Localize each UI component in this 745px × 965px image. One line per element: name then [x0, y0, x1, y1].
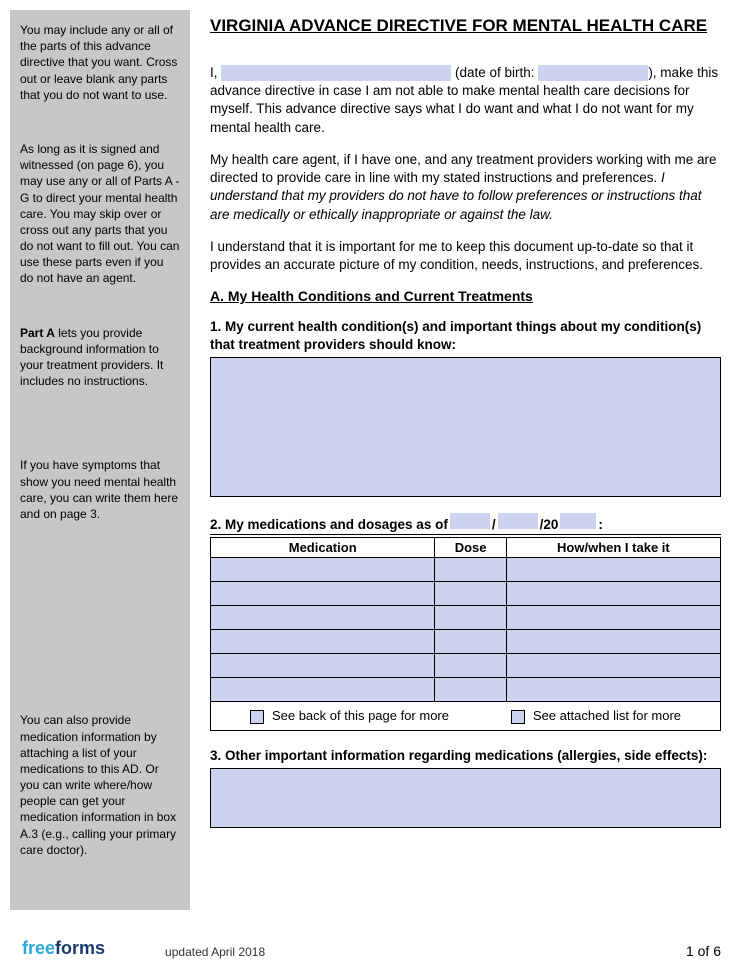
question-1: 1. My current health condition(s) and im…	[210, 318, 721, 353]
intro-para-3: I understand that it is important for me…	[210, 238, 721, 274]
section-a-heading: A. My Health Conditions and Current Trea…	[210, 288, 721, 304]
page-number: 1 of 6	[686, 943, 721, 959]
table-row	[211, 630, 721, 654]
table-row	[211, 654, 721, 678]
medication-table: Medication Dose How/when I take it	[210, 537, 721, 702]
question-2: 2. My medications and dosages as of / /2…	[210, 513, 721, 535]
checkbox-back[interactable]	[250, 710, 264, 724]
date-yy-field[interactable]	[560, 513, 596, 529]
sidebar-note-2: As long as it is signed and witnessed (o…	[20, 141, 180, 287]
main-content: VIRGINIA ADVANCE DIRECTIVE FOR MENTAL HE…	[190, 10, 735, 910]
col-medication: Medication	[211, 538, 435, 558]
sidebar-note-1: You may include any or all of the parts …	[20, 22, 180, 103]
table-row	[211, 606, 721, 630]
checkbox-attached[interactable]	[511, 710, 525, 724]
intro-para-2: My health care agent, if I have one, and…	[210, 151, 721, 224]
table-row	[211, 558, 721, 582]
date-mm-field[interactable]	[450, 513, 490, 529]
intro-para-1: I, (date of birth: ), make this advance …	[210, 64, 721, 137]
sidebar-note-3: Part A lets you provide background infor…	[20, 325, 180, 390]
page-title: VIRGINIA ADVANCE DIRECTIVE FOR MENTAL HE…	[210, 16, 721, 36]
dob-field[interactable]	[538, 65, 648, 81]
col-how: How/when I take it	[506, 538, 720, 558]
part-a-label: Part A	[20, 326, 55, 340]
footer: freeforms updated April 2018 1 of 6	[10, 938, 735, 959]
updated-text: updated April 2018	[165, 945, 265, 959]
sidebar-note-4: If you have symptoms that show you need …	[20, 457, 180, 522]
col-dose: Dose	[435, 538, 506, 558]
sidebar-note-5: You can also provide medication informat…	[20, 712, 180, 858]
question-3: 3. Other important information regarding…	[210, 747, 721, 765]
page-container: You may include any or all of the parts …	[0, 0, 745, 920]
logo: freeforms	[22, 938, 105, 959]
checkbox-row: See back of this page for more See attac…	[210, 702, 721, 731]
conditions-textarea[interactable]	[210, 357, 721, 497]
check-attached-option: See attached list for more	[511, 708, 681, 724]
sidebar: You may include any or all of the parts …	[10, 10, 190, 910]
table-row	[211, 582, 721, 606]
table-row	[211, 678, 721, 702]
check-back-option: See back of this page for more	[250, 708, 449, 724]
date-dd-field[interactable]	[498, 513, 538, 529]
name-field[interactable]	[221, 65, 451, 81]
other-info-textarea[interactable]	[210, 768, 721, 828]
